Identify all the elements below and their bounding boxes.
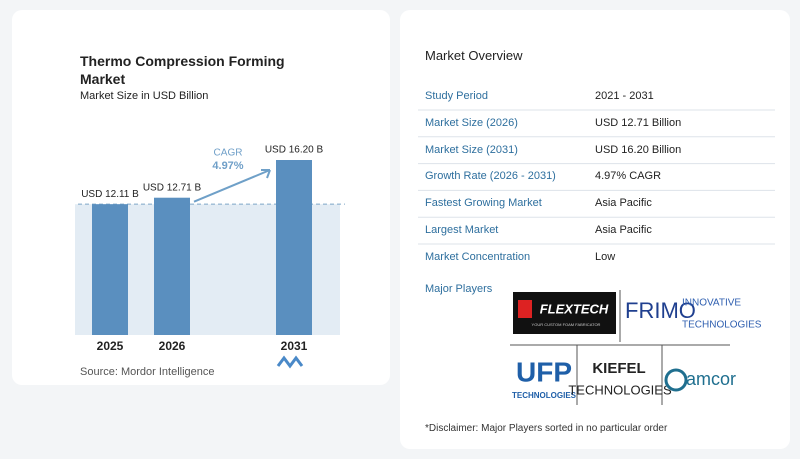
cagr-arrowhead	[261, 169, 271, 179]
row-value: Asia Pacific	[595, 197, 652, 210]
cagr-label: CAGR	[214, 148, 243, 159]
logo-text: amcor	[686, 369, 736, 389]
row-value: Asia Pacific	[595, 224, 652, 236]
logo-text: FLEXTECH	[540, 301, 609, 316]
overview-card	[400, 10, 790, 449]
disclaimer: *Disclaimer: Major Players sorted in no …	[425, 423, 668, 434]
chart: USD 12.11 B 2025 USD 12.71 B 2026 USD 16.20 …	[75, 145, 345, 353]
row-label: Largest Market	[425, 224, 499, 236]
value-label: USD 12.11 B	[81, 189, 139, 200]
row-value: 4.97% CAGR	[595, 170, 662, 183]
logo-text: TECHNOLOGIES	[512, 391, 577, 400]
row-label: Growth Rate (2026 - 2031)	[425, 170, 556, 183]
row-value: Low	[595, 250, 616, 263]
row-value: USD 12.71 Billion	[595, 116, 682, 129]
row-value: USD 16.20 Billion	[595, 143, 682, 156]
cagr-arrow	[193, 169, 271, 203]
bar	[92, 204, 128, 335]
row-label: Market Size (2026)	[425, 116, 518, 129]
bar	[154, 197, 190, 335]
logo-text: TECHNOLOGIES	[682, 320, 762, 331]
bar	[276, 160, 312, 335]
logo-text: YOUR CUSTOM FOAM FABRICATOR	[532, 322, 601, 327]
x-tick-label: 2031	[281, 339, 308, 353]
x-tick-label: 2026	[159, 339, 186, 353]
amcor-icon	[664, 368, 688, 392]
logo-text: TECHNOLOGIES	[568, 382, 672, 397]
logo-text: FRIMO	[625, 298, 696, 323]
row-label: Market Size (2031)	[425, 143, 518, 156]
value-label: USD 12.71 B	[143, 182, 202, 193]
x-tick-label: 2025	[97, 339, 124, 353]
source: Source: Mordor Intelligence	[80, 366, 215, 378]
logo-text: INNOVATIVE	[682, 298, 741, 309]
logo-text: KIEFEL	[592, 360, 645, 377]
row-label: Market Concentration	[425, 250, 531, 263]
row-label: Study Period	[425, 90, 488, 102]
overview-title: Market Overview	[425, 48, 523, 63]
players-title: Major Players	[425, 283, 493, 295]
chart-title: Thermo Compression Forming Market	[80, 53, 285, 87]
logo-text: UFP	[516, 356, 572, 387]
row-value: 2021 - 2031	[595, 90, 654, 102]
flextech-icon	[518, 300, 532, 318]
row-label: Fastest Growing Market	[425, 197, 542, 210]
chart-subtitle: Market Size in USD Billion	[80, 90, 209, 102]
cagr-value: 4.97%	[212, 160, 243, 172]
value-label: USD 16.20 B	[265, 145, 324, 156]
source-logo	[276, 355, 304, 369]
